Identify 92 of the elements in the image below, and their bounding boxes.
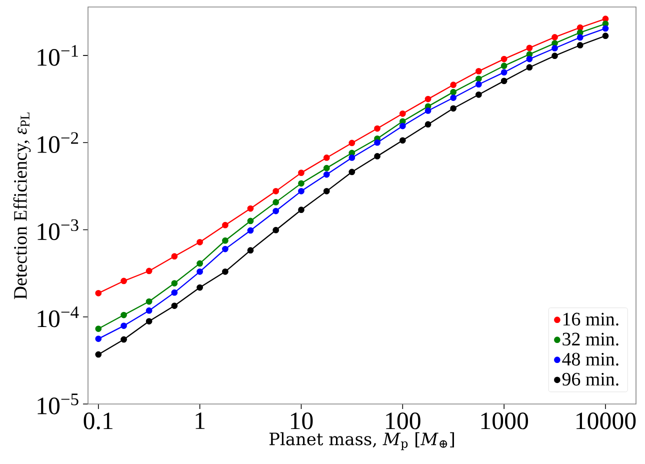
point <box>475 68 482 74</box>
point <box>146 307 152 314</box>
y-tick-label: 10$^{−2}$ <box>38 132 78 153</box>
point <box>171 302 178 309</box>
point <box>348 154 356 161</box>
point <box>247 247 254 254</box>
point <box>500 62 508 70</box>
point <box>222 237 228 244</box>
legend-label: 96 min. <box>562 372 618 386</box>
point <box>323 164 330 172</box>
point <box>450 105 457 112</box>
point <box>120 278 127 284</box>
y-tick-label: 10$^{−4}$ <box>38 306 79 328</box>
point <box>526 56 533 62</box>
point <box>552 34 558 40</box>
point <box>95 326 102 332</box>
point <box>602 25 609 32</box>
point <box>171 289 178 296</box>
y-tick-label: 10$^{−3}$ <box>38 219 78 240</box>
point <box>500 56 508 62</box>
point <box>552 45 558 52</box>
point <box>526 64 533 71</box>
point <box>348 168 356 176</box>
point <box>374 153 380 160</box>
y-axis-title: Detection Efficiency, ε$_{PL}$ <box>13 112 31 300</box>
point <box>222 222 228 228</box>
legend-label: 32 min. <box>562 332 618 346</box>
y-tick-label: 10$^{−5}$ <box>38 394 78 414</box>
point <box>526 44 533 52</box>
point <box>120 322 127 329</box>
point <box>196 268 204 275</box>
legend-label: 16 min. <box>563 312 618 326</box>
point <box>576 34 584 41</box>
point <box>475 91 482 98</box>
point <box>576 42 584 48</box>
point <box>500 69 508 76</box>
point <box>95 336 102 342</box>
point <box>272 226 280 234</box>
point <box>272 208 280 214</box>
point <box>95 290 102 296</box>
point <box>95 351 102 358</box>
point <box>196 238 204 246</box>
point <box>222 246 228 252</box>
point <box>323 171 330 178</box>
point <box>120 336 127 343</box>
legend-label: 48 min. <box>562 352 618 366</box>
point <box>298 170 304 176</box>
point <box>399 110 406 117</box>
point <box>374 125 380 132</box>
point <box>424 108 432 114</box>
point <box>399 137 406 144</box>
point <box>146 318 152 324</box>
point <box>222 268 228 275</box>
point <box>146 298 152 305</box>
point <box>196 284 204 291</box>
point <box>552 52 558 60</box>
point <box>298 180 304 187</box>
point <box>298 188 304 194</box>
point <box>196 260 204 267</box>
point <box>424 96 432 102</box>
point <box>247 205 254 212</box>
point <box>450 88 457 96</box>
point <box>348 140 356 146</box>
x-tick-label: 1 <box>196 412 205 429</box>
point <box>399 122 406 130</box>
y-tick-label: 10$^{−1}$ <box>38 45 78 66</box>
point <box>602 32 609 40</box>
point <box>120 312 127 318</box>
point <box>171 280 178 286</box>
x-tick-label: 10 <box>290 412 313 430</box>
point <box>171 253 178 260</box>
point <box>323 188 330 194</box>
point <box>272 188 280 194</box>
x-tick-label: 1000 <box>481 412 528 430</box>
x-tick-label: 100 <box>386 412 420 430</box>
point <box>424 121 432 128</box>
point <box>576 29 584 36</box>
point <box>450 82 457 88</box>
point <box>374 139 380 146</box>
point <box>247 218 254 224</box>
point <box>500 78 508 84</box>
x-axis-title: Planet mass, M$_{p}$ [M$_{⊕}$] <box>270 432 454 450</box>
point <box>475 81 482 88</box>
x-tick-label: 10000 <box>576 412 636 430</box>
point <box>475 76 482 82</box>
point <box>298 206 304 214</box>
point <box>146 268 152 274</box>
x-tick-label: 0.1 <box>84 412 112 430</box>
point <box>450 94 457 101</box>
point <box>272 199 280 206</box>
point <box>247 227 254 234</box>
point <box>323 154 330 161</box>
